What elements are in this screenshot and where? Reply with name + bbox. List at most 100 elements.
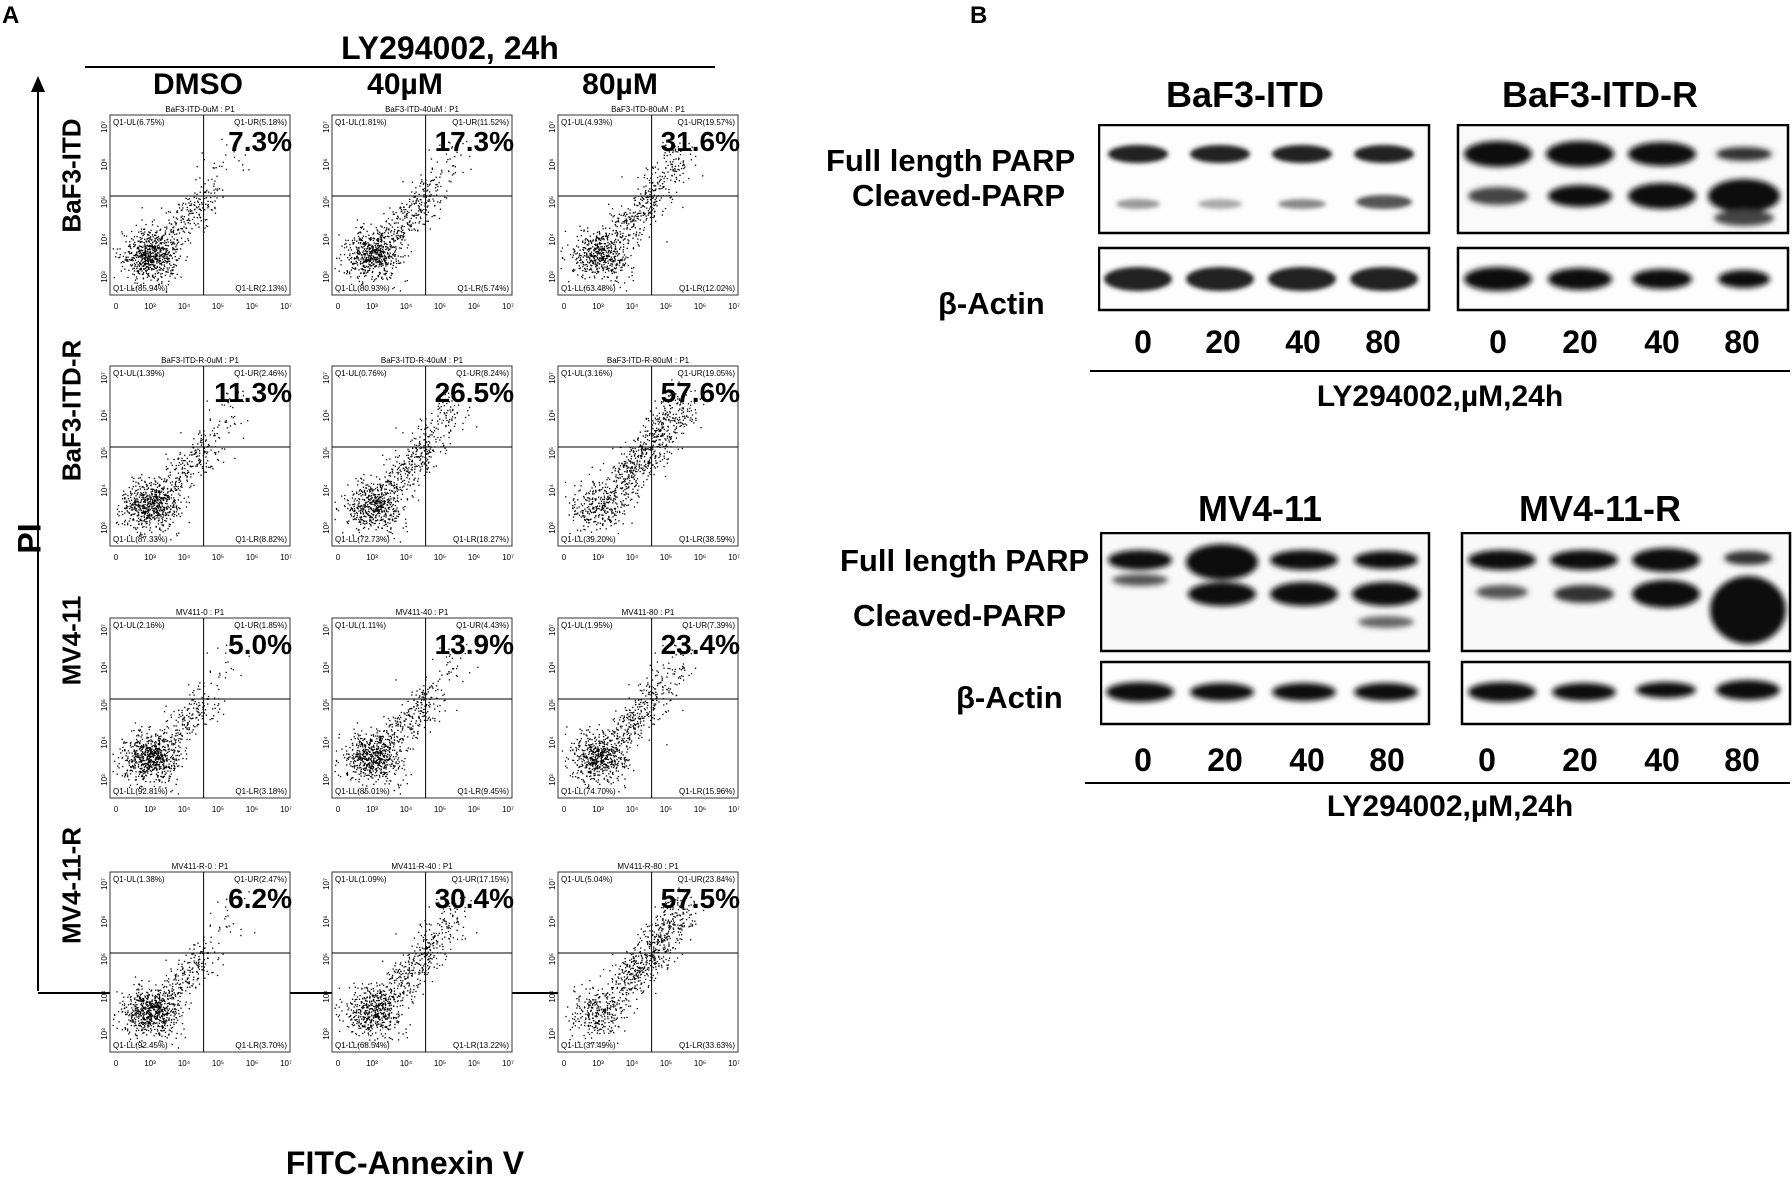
band [1270, 550, 1338, 570]
x-tick-label: 10³ [144, 1059, 156, 1068]
y-tick-label: 10³ [322, 774, 331, 786]
condition-label-40um: 40µM [367, 68, 443, 101]
treatment-header: LY294002, 24h [341, 30, 559, 66]
y-axis-label: PI [11, 523, 48, 554]
plot-frame [557, 617, 739, 799]
y-tick-label: 10⁵ [322, 699, 331, 711]
lane-label: 40 [1285, 324, 1321, 360]
plot-frame [557, 871, 739, 1053]
x-tick-label: 10³ [144, 302, 156, 311]
flow-plot: MV411-0 : P1 Q1-UL(2.16%) Q1-UR(1.85%) Q1-L… [100, 604, 310, 818]
x-tick-label: 10⁷ [728, 1059, 740, 1068]
quadrant-ul-label: Q1-UL(1.09%) [335, 875, 387, 884]
y-tick-label: 10⁵ [322, 953, 331, 965]
y-tick-label: 10⁷ [548, 878, 557, 890]
quadrant-ul-label: Q1-UL(1.81%) [335, 118, 387, 127]
band [1198, 199, 1242, 209]
band [1190, 145, 1250, 163]
quadrant-ur-label: Q1-UR(5.18%) [234, 118, 287, 127]
x-tick-label: 10⁶ [246, 1059, 258, 1068]
plot-title: MV411-R-40 : P1 [391, 862, 453, 871]
band [1632, 580, 1700, 608]
x-tick-label: 10⁵ [660, 553, 672, 562]
lane-label: 40 [1644, 742, 1680, 778]
quadrant-ur-label: Q1-UR(23.84%) [678, 875, 736, 884]
x-tick-label: 10⁷ [728, 302, 740, 311]
band [1352, 582, 1420, 606]
x-tick-label: 10⁴ [400, 302, 413, 311]
plot-frame [557, 365, 739, 547]
band [1548, 185, 1612, 207]
plot-title: BaF3-ITD-40uM : P1 [385, 105, 459, 114]
blot-title-mv4-11-r: MV4-11-R [1518, 488, 1682, 529]
x-tick-label: 10³ [366, 553, 378, 562]
quadrant-ul-label: Q1-UL(0.76%) [335, 369, 387, 378]
quadrant-ur-label: Q1-UR(4.43%) [456, 621, 509, 630]
y-tick-label: 10⁶ [322, 915, 331, 927]
apoptosis-percentage: 7.3% [228, 126, 292, 157]
x-tick-label: 10³ [366, 805, 378, 814]
x-tick-label: 10⁴ [178, 1059, 191, 1068]
x-tick-label: 10³ [592, 805, 604, 814]
quadrant-ll-label: Q1-LL(92.81%) [113, 787, 168, 796]
y-tick-label: 10⁶ [322, 409, 331, 421]
band [1272, 683, 1336, 701]
panel-a-letter: A [2, 2, 20, 29]
x-tick-label: 10⁴ [626, 805, 639, 814]
x-tick-label: 10³ [366, 1059, 378, 1068]
y-tick-label: 10³ [100, 1028, 109, 1040]
apoptosis-percentage: 5.0% [228, 629, 292, 660]
scatter-points [334, 636, 479, 795]
scatter-points [564, 379, 705, 539]
x-tick-label: 10⁴ [626, 1059, 639, 1068]
quadrant-ur-label: Q1-UR(17.15%) [452, 875, 510, 884]
quadrant-ur-label: Q1-UR(19.57%) [678, 118, 736, 127]
y-tick-label: 10³ [100, 271, 109, 283]
quadrant-lr-label: Q1-LR(33.63%) [679, 1041, 735, 1050]
y-tick-label: 10³ [548, 774, 557, 786]
quadrant-ul-label: Q1-UL(3.16%) [561, 369, 613, 378]
quadrant-lr-label: Q1-LR(8.82%) [235, 535, 287, 544]
band [1552, 683, 1616, 701]
y-tick-label: 10⁷ [322, 372, 331, 384]
y-tick-label: 10⁶ [548, 661, 557, 673]
x-tick-label: 10⁴ [178, 805, 191, 814]
lane-label: 20 [1562, 324, 1598, 360]
plot-title: BaF3-ITD-80uM : P1 [611, 105, 685, 114]
quadrant-ur-label: Q1-UR(19.05%) [678, 369, 736, 378]
y-tick-label: 10⁷ [100, 121, 109, 133]
quadrant-ur-label: Q1-UR(2.47%) [234, 875, 287, 884]
flow-plot: BaF3-ITD-40uM : P1 Q1-UL(1.81%) Q1-UR(11.5… [322, 101, 532, 315]
plot-frame [557, 114, 739, 296]
x-tick-label: 10⁴ [400, 805, 413, 814]
y-tick-label: 10⁴ [548, 233, 557, 246]
x-tick-label: 10⁵ [434, 302, 446, 311]
quadrant-ll-label: Q1-LL(63.48%) [561, 284, 616, 293]
x-tick-label: 10⁷ [280, 805, 292, 814]
quadrant-ur-label: Q1-UR(8.24%) [456, 369, 509, 378]
plot-title: BaF3-ITD-R-0uM : P1 [161, 356, 239, 365]
band [1464, 141, 1532, 167]
x-tick-label: 10⁷ [280, 553, 292, 562]
quadrant-ul-label: Q1-UL(2.16%) [113, 621, 165, 630]
quadrant-ul-label: Q1-UL(1.38%) [113, 875, 165, 884]
band [1628, 142, 1696, 166]
blot-label-actin-bottom: β-Actin [956, 680, 1063, 715]
lane-label: 20 [1562, 742, 1598, 778]
band [1710, 576, 1786, 644]
x-tick-label: 0 [114, 302, 119, 311]
blot-image-top [1098, 124, 1790, 312]
y-tick-label: 10⁵ [100, 953, 109, 965]
x-tick-label: 10⁵ [660, 805, 672, 814]
y-tick-label: 10³ [548, 271, 557, 283]
band [1554, 585, 1614, 603]
plot-title: MV411-0 : P1 [176, 608, 225, 617]
x-tick-label: 10⁷ [728, 553, 740, 562]
quadrant-lr-label: Q1-LR(15.96%) [679, 787, 735, 796]
x-tick-label: 10³ [592, 302, 604, 311]
band [1714, 210, 1774, 226]
x-tick-label: 0 [336, 553, 341, 562]
apoptosis-percentage: 57.5% [661, 883, 740, 914]
x-tick-label: 0 [114, 805, 119, 814]
y-tick-label: 10⁶ [548, 409, 557, 421]
